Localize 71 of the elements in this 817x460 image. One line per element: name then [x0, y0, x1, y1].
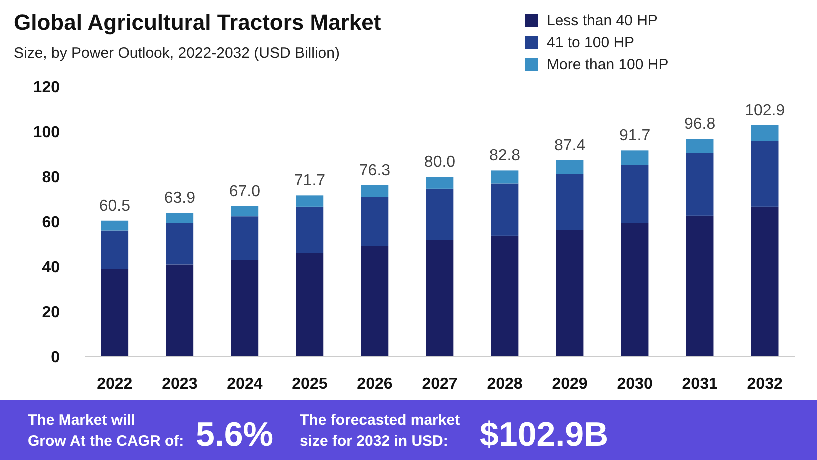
x-tick-label: 2024 [227, 376, 263, 393]
chart-subtitle: Size, by Power Outlook, 2022-2032 (USD Billion) [14, 45, 340, 62]
y-tick-label: 100 [33, 124, 60, 142]
bar [621, 165, 649, 224]
y-tick-label: 40 [42, 260, 60, 277]
bar [101, 230, 129, 270]
x-tick-label: 2027 [422, 376, 458, 393]
total-label: 102.9 [745, 102, 786, 120]
bar [231, 260, 259, 357]
total-label: 76.3 [359, 162, 391, 180]
x-tick-label: 2023 [162, 376, 198, 393]
bar [491, 184, 519, 236]
x-tick-label: 2025 [292, 376, 328, 393]
bar [296, 206, 324, 254]
total-label: 87.4 [554, 137, 586, 154]
legend-label: More than 100 HP [547, 56, 669, 74]
total-label: 71.7 [294, 172, 326, 190]
y-tick-label: 60 [42, 214, 60, 232]
bar [361, 185, 389, 198]
bar [361, 197, 389, 246]
text: The forecasted market size for 2032 in USD: [300, 412, 460, 450]
bar [556, 230, 584, 357]
y-tick-label: 20 [42, 304, 60, 322]
bar [686, 153, 714, 216]
bar [101, 269, 129, 357]
y-tick-label: 80 [42, 170, 60, 187]
bar [751, 206, 779, 357]
bar [166, 223, 194, 265]
total-label: 80.0 [424, 154, 456, 171]
x-tick-label: 2029 [552, 376, 588, 393]
bar [426, 177, 454, 189]
total-label: 63.9 [164, 190, 196, 208]
x-tick-label: 2028 [487, 376, 523, 393]
total-label: 96.8 [684, 116, 716, 134]
bar [231, 216, 259, 260]
bar [491, 236, 519, 357]
y-tick-label: 120 [33, 80, 60, 97]
total-label: 60.5 [99, 198, 131, 215]
text: $102.9B [480, 416, 609, 454]
legend-label: 41 to 100 HP [547, 34, 635, 52]
bar [101, 220, 129, 231]
bar [556, 174, 584, 230]
text: 5.6% [196, 416, 274, 454]
bar [426, 188, 454, 240]
x-tick-label: 2031 [682, 376, 718, 393]
x-tick-label: 2030 [617, 376, 653, 393]
x-tick-label: 2032 [747, 376, 783, 393]
bar [556, 160, 584, 174]
bar [231, 206, 259, 217]
bar [166, 264, 194, 357]
y-tick-label: 0 [51, 350, 60, 367]
bar [296, 253, 324, 357]
bar [751, 125, 779, 141]
bar [686, 216, 714, 357]
total-label: 67.0 [229, 183, 261, 200]
total-label: 91.7 [619, 128, 651, 145]
bar [621, 150, 649, 166]
legend-label: Less than 40 HP [547, 12, 658, 30]
x-tick-label: 2022 [97, 376, 133, 393]
bar [166, 213, 194, 224]
x-tick-label: 2026 [357, 376, 393, 393]
total-label: 82.8 [489, 148, 521, 165]
text: The Market will Grow At the CAGR of: [28, 412, 184, 450]
bar [426, 240, 454, 357]
bar [491, 170, 519, 184]
bar [686, 139, 714, 154]
bar [361, 246, 389, 357]
chart-title: Global Agricultural Tractors Market [14, 10, 382, 35]
bar [296, 196, 324, 207]
bar [621, 223, 649, 357]
bar [751, 141, 779, 207]
